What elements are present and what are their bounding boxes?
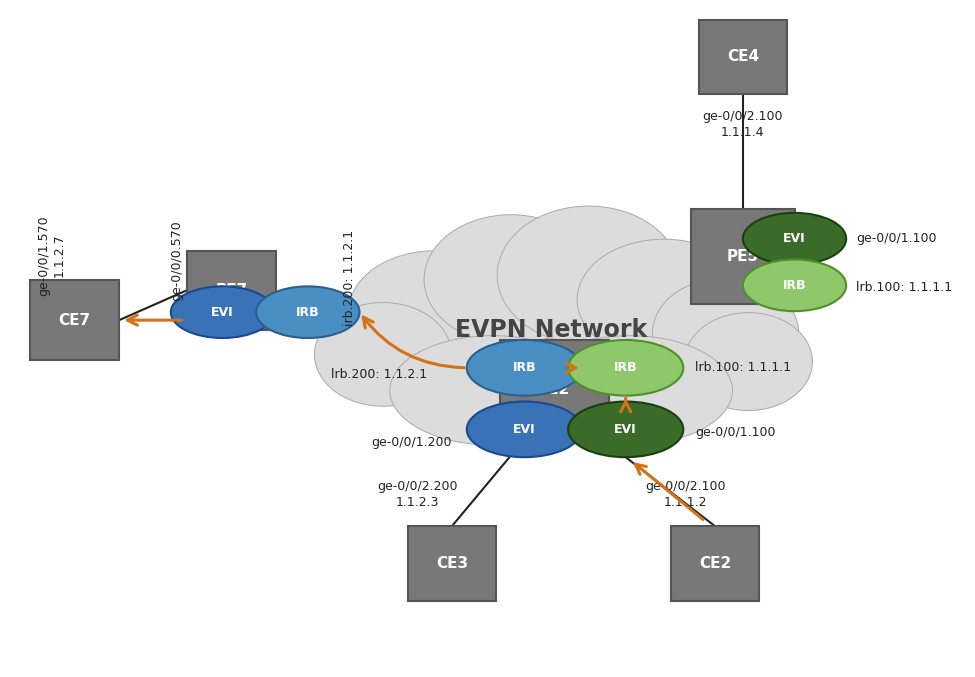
FancyBboxPatch shape xyxy=(672,526,759,600)
Text: ge-0/0/2.100
1.1.1.4: ge-0/0/2.100 1.1.1.4 xyxy=(703,110,783,139)
Text: ge-0/0/2.200
1.1.2.3: ge-0/0/2.200 1.1.2.3 xyxy=(377,480,457,509)
Text: IRB: IRB xyxy=(614,362,638,374)
Text: lrb.100: 1.1.1.1: lrb.100: 1.1.1.1 xyxy=(856,281,953,294)
Text: irb.200: 1.1.2.1: irb.200: 1.1.2.1 xyxy=(343,230,356,326)
Text: ge-0/0/1.570
1.1.2.7: ge-0/0/1.570 1.1.2.7 xyxy=(37,215,66,296)
Text: IRB: IRB xyxy=(296,306,320,319)
Text: EVI: EVI xyxy=(513,423,535,436)
Text: IRB: IRB xyxy=(783,279,806,292)
Text: EVI: EVI xyxy=(212,306,234,319)
Text: PE2: PE2 xyxy=(538,382,570,397)
Text: ge-0/0/2.100
1.1.1.2: ge-0/0/2.100 1.1.1.2 xyxy=(645,480,725,509)
FancyBboxPatch shape xyxy=(409,526,495,600)
Ellipse shape xyxy=(171,286,274,338)
Text: CE2: CE2 xyxy=(699,556,731,571)
Text: CE3: CE3 xyxy=(436,556,468,571)
Ellipse shape xyxy=(577,239,751,360)
FancyBboxPatch shape xyxy=(499,340,608,439)
Ellipse shape xyxy=(568,401,683,457)
Text: ge-0/0/1.100: ge-0/0/1.100 xyxy=(856,232,937,245)
Text: EVPN Network: EVPN Network xyxy=(455,318,647,342)
Text: lrb.200: 1.1.2.1: lrb.200: 1.1.2.1 xyxy=(331,368,427,381)
Text: PE5: PE5 xyxy=(726,249,759,264)
Text: CE4: CE4 xyxy=(726,49,759,64)
Ellipse shape xyxy=(314,303,451,406)
Ellipse shape xyxy=(743,213,846,265)
Text: ge-0/0/1.100: ge-0/0/1.100 xyxy=(695,426,776,439)
FancyBboxPatch shape xyxy=(30,280,119,360)
Text: IRB: IRB xyxy=(513,362,536,374)
Ellipse shape xyxy=(256,286,360,338)
Ellipse shape xyxy=(349,250,523,372)
FancyBboxPatch shape xyxy=(690,209,795,304)
Text: EVI: EVI xyxy=(783,232,805,245)
Ellipse shape xyxy=(526,336,732,445)
Text: lrb.100: 1.1.1.1: lrb.100: 1.1.1.1 xyxy=(695,362,792,374)
Ellipse shape xyxy=(743,259,846,311)
Ellipse shape xyxy=(424,215,598,345)
Ellipse shape xyxy=(497,206,680,345)
FancyBboxPatch shape xyxy=(699,20,787,94)
Text: CE7: CE7 xyxy=(58,313,91,328)
Ellipse shape xyxy=(378,254,744,441)
Text: EVI: EVI xyxy=(614,423,637,436)
Text: PE7: PE7 xyxy=(215,283,248,298)
Ellipse shape xyxy=(390,336,596,445)
Ellipse shape xyxy=(467,401,582,457)
Ellipse shape xyxy=(568,340,683,395)
Ellipse shape xyxy=(652,278,799,387)
Text: ge-0/0/0.570: ge-0/0/0.570 xyxy=(171,220,183,301)
Ellipse shape xyxy=(684,313,812,410)
Ellipse shape xyxy=(467,340,582,395)
Text: ge-0/0/1.200: ge-0/0/1.200 xyxy=(371,436,451,449)
FancyBboxPatch shape xyxy=(186,250,276,330)
